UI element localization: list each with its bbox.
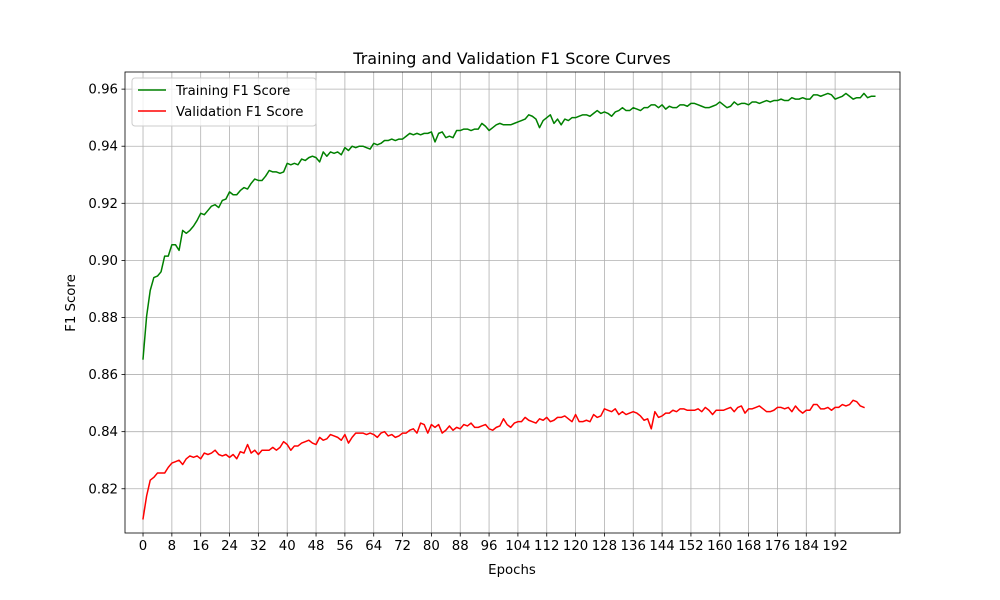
legend-label-training: Training F1 Score <box>175 84 290 99</box>
x-tick-label: 176 <box>765 539 790 554</box>
x-tick-label: 80 <box>423 539 440 554</box>
y-tick-label: 0.86 <box>88 368 118 383</box>
y-tick-label: 0.84 <box>88 425 118 440</box>
x-tick-label: 48 <box>308 539 325 554</box>
x-tick-label: 152 <box>678 539 703 554</box>
y-tick-label: 0.96 <box>88 83 118 98</box>
y-tick-label: 0.94 <box>88 140 118 155</box>
y-tick-label: 0.90 <box>88 254 118 269</box>
y-axis-ticks: 0.82 0.84 0.86 0.88 0.90 0.92 0.94 0.96 <box>88 83 125 497</box>
x-axis-ticks: 0 8 16 24 32 40 48 56 64 72 80 88 96 104 112 120 128 136 1… <box>139 533 848 554</box>
x-tick-label: 168 <box>736 539 761 554</box>
x-tick-label: 128 <box>592 539 617 554</box>
x-tick-label: 136 <box>621 539 646 554</box>
x-axis-label: Epochs <box>488 563 536 578</box>
x-tick-label: 40 <box>279 539 296 554</box>
series-lines <box>142 92 876 520</box>
x-tick-label: 16 <box>192 539 209 554</box>
y-tick-label: 0.92 <box>88 197 118 212</box>
y-tick-label: 0.88 <box>88 311 118 326</box>
x-tick-label: 64 <box>365 539 382 554</box>
legend: Training F1 Score Validation F1 Score <box>131 77 317 127</box>
x-tick-label: 104 <box>505 539 530 554</box>
legend-box <box>131 77 317 127</box>
x-tick-label: 56 <box>336 539 353 554</box>
plot-area-frame <box>124 71 901 534</box>
x-tick-label: 120 <box>563 539 588 554</box>
y-axis-label: F1 Score <box>64 274 79 332</box>
x-tick-label: 72 <box>394 539 411 554</box>
x-tick-label: 24 <box>221 539 238 554</box>
x-tick-label: 0 <box>139 539 147 554</box>
x-tick-label: 192 <box>822 539 847 554</box>
x-tick-label: 184 <box>794 539 819 554</box>
grid-lines <box>125 72 900 533</box>
x-tick-label: 96 <box>481 539 498 554</box>
training-f1-line <box>142 92 876 360</box>
x-tick-label: 144 <box>649 539 674 554</box>
validation-f1-line <box>142 399 865 520</box>
x-tick-label: 88 <box>452 539 469 554</box>
y-tick-label: 0.82 <box>88 482 118 497</box>
legend-label-validation: Validation F1 Score <box>176 105 303 120</box>
chart-title: Training and Validation F1 Score Curves <box>352 49 670 68</box>
x-tick-label: 32 <box>250 539 267 554</box>
x-tick-label: 8 <box>168 539 176 554</box>
x-tick-label: 112 <box>534 539 559 554</box>
x-tick-label: 160 <box>707 539 732 554</box>
